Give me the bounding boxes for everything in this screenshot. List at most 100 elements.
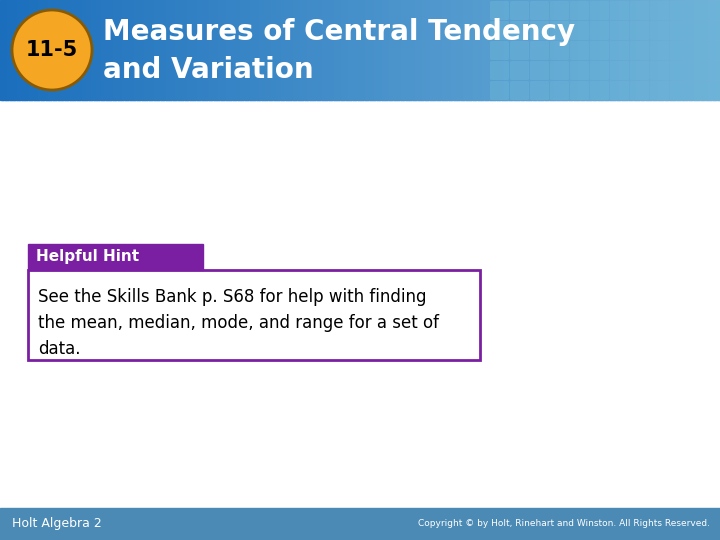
Bar [504, 0, 508, 100]
Bar [77, 0, 80, 100]
FancyBboxPatch shape [570, 41, 589, 60]
Bar [552, 0, 555, 100]
Bar [28, 244, 203, 270]
Bar [706, 0, 709, 100]
FancyBboxPatch shape [510, 61, 529, 80]
FancyBboxPatch shape [550, 41, 569, 60]
Bar [691, 0, 695, 100]
Bar [247, 0, 251, 100]
Text: See the Skills Bank p. S68 for help with finding: See the Skills Bank p. S68 for help with… [38, 288, 426, 306]
Bar [2, 0, 6, 100]
Text: data.: data. [38, 340, 81, 358]
Bar [199, 0, 202, 100]
FancyBboxPatch shape [630, 81, 649, 100]
Bar [634, 0, 637, 100]
Bar [703, 0, 706, 100]
Bar [379, 0, 382, 100]
Bar [490, 0, 493, 100]
Bar [655, 0, 659, 100]
Bar [405, 0, 409, 100]
FancyBboxPatch shape [550, 1, 569, 20]
FancyBboxPatch shape [590, 1, 609, 20]
Bar [180, 0, 184, 100]
Bar [74, 0, 78, 100]
Bar [333, 0, 337, 100]
Bar [238, 0, 241, 100]
Bar [122, 0, 126, 100]
Bar [418, 0, 421, 100]
FancyBboxPatch shape [710, 81, 720, 100]
FancyBboxPatch shape [650, 1, 669, 20]
Bar [513, 0, 517, 100]
Bar [526, 0, 529, 100]
Bar [343, 0, 346, 100]
Bar [696, 0, 699, 100]
Bar [168, 0, 171, 100]
Bar [293, 0, 296, 100]
Bar [531, 0, 534, 100]
Bar [89, 0, 92, 100]
Bar [444, 0, 447, 100]
Bar [675, 0, 678, 100]
Bar [254, 0, 258, 100]
Bar [204, 0, 207, 100]
Bar [38, 0, 42, 100]
Bar [115, 0, 119, 100]
Bar [701, 0, 704, 100]
Bar [245, 0, 248, 100]
Bar [9, 0, 13, 100]
Bar [310, 0, 313, 100]
Bar [45, 0, 49, 100]
Bar [346, 0, 349, 100]
FancyBboxPatch shape [670, 81, 689, 100]
Bar [315, 0, 318, 100]
FancyBboxPatch shape [710, 61, 720, 80]
Bar [149, 0, 152, 100]
Bar [302, 0, 306, 100]
Bar [120, 0, 123, 100]
Bar [324, 0, 328, 100]
Bar [564, 0, 567, 100]
Bar [194, 0, 198, 100]
Bar [355, 0, 359, 100]
Bar [329, 0, 332, 100]
Bar [322, 0, 325, 100]
Bar [182, 0, 186, 100]
Bar [158, 0, 162, 100]
Bar [31, 0, 35, 100]
Bar [81, 0, 85, 100]
Bar [713, 0, 716, 100]
Bar [535, 0, 539, 100]
Bar [369, 0, 373, 100]
Bar [631, 0, 634, 100]
Bar [230, 0, 234, 100]
Bar [686, 0, 690, 100]
Bar [288, 0, 292, 100]
Bar [639, 0, 642, 100]
Bar [626, 0, 630, 100]
Bar [427, 0, 431, 100]
Bar [243, 0, 246, 100]
FancyBboxPatch shape [590, 41, 609, 60]
FancyBboxPatch shape [670, 61, 689, 80]
Bar [715, 0, 719, 100]
Bar [619, 0, 623, 100]
Bar [233, 0, 236, 100]
FancyBboxPatch shape [650, 81, 669, 100]
Bar [581, 0, 584, 100]
Bar [202, 0, 205, 100]
Bar [451, 0, 454, 100]
Bar [266, 0, 270, 100]
Bar [358, 0, 361, 100]
Circle shape [12, 10, 92, 90]
Bar [166, 0, 169, 100]
Bar [252, 0, 256, 100]
Bar [518, 0, 522, 100]
FancyBboxPatch shape [570, 61, 589, 80]
Bar [653, 0, 656, 100]
Bar [509, 0, 512, 100]
Text: Helpful Hint: Helpful Hint [36, 249, 139, 265]
FancyBboxPatch shape [530, 81, 549, 100]
Bar [549, 0, 553, 100]
Bar [94, 0, 97, 100]
